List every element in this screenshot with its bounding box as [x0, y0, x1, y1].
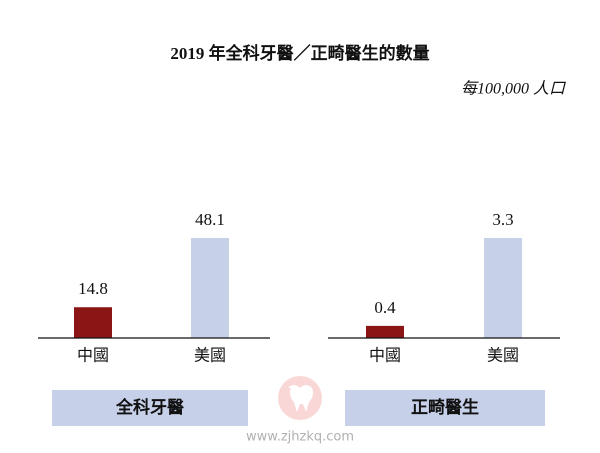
category-label: 中國	[369, 347, 401, 365]
chart-title: 2019 年全科牙醫／正畸醫生的數量	[170, 43, 429, 63]
value-label: 48.1	[195, 210, 225, 229]
panel-label: 全科牙醫	[115, 397, 184, 417]
watermark-icon	[278, 376, 322, 420]
value-label: 0.4	[374, 298, 396, 317]
watermark: www.zjhzkq.com	[246, 430, 354, 445]
panel-label: 正畸醫生	[411, 397, 479, 417]
category-label: 美國	[487, 347, 519, 365]
category-label: 美國	[194, 347, 226, 365]
category-label: 中國	[77, 347, 109, 365]
panel-label-box	[345, 390, 545, 426]
bar	[366, 325, 404, 338]
value-label: 14.8	[78, 279, 108, 298]
bar	[484, 238, 522, 338]
value-label: 3.3	[492, 210, 513, 229]
panel-label-box	[52, 390, 248, 426]
chart-subtitle: 每100,000 人口	[461, 80, 566, 98]
bar	[74, 307, 112, 338]
bar	[191, 238, 229, 338]
